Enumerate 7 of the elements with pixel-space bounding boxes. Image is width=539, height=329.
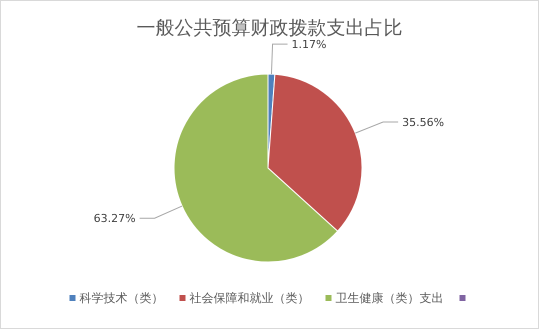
- legend-label: 卫生健康（类）支出: [336, 291, 444, 305]
- data-label: 1.17%: [292, 38, 327, 52]
- data-label: 63.27%: [94, 212, 136, 226]
- legend-label: 科学技术（类）: [80, 291, 164, 305]
- data-label: 35.56%: [402, 116, 444, 129]
- chart-title: 一般公共预算财政拨款支出占比: [136, 17, 402, 39]
- legend-label: 社会保障和就业（类）: [190, 291, 310, 305]
